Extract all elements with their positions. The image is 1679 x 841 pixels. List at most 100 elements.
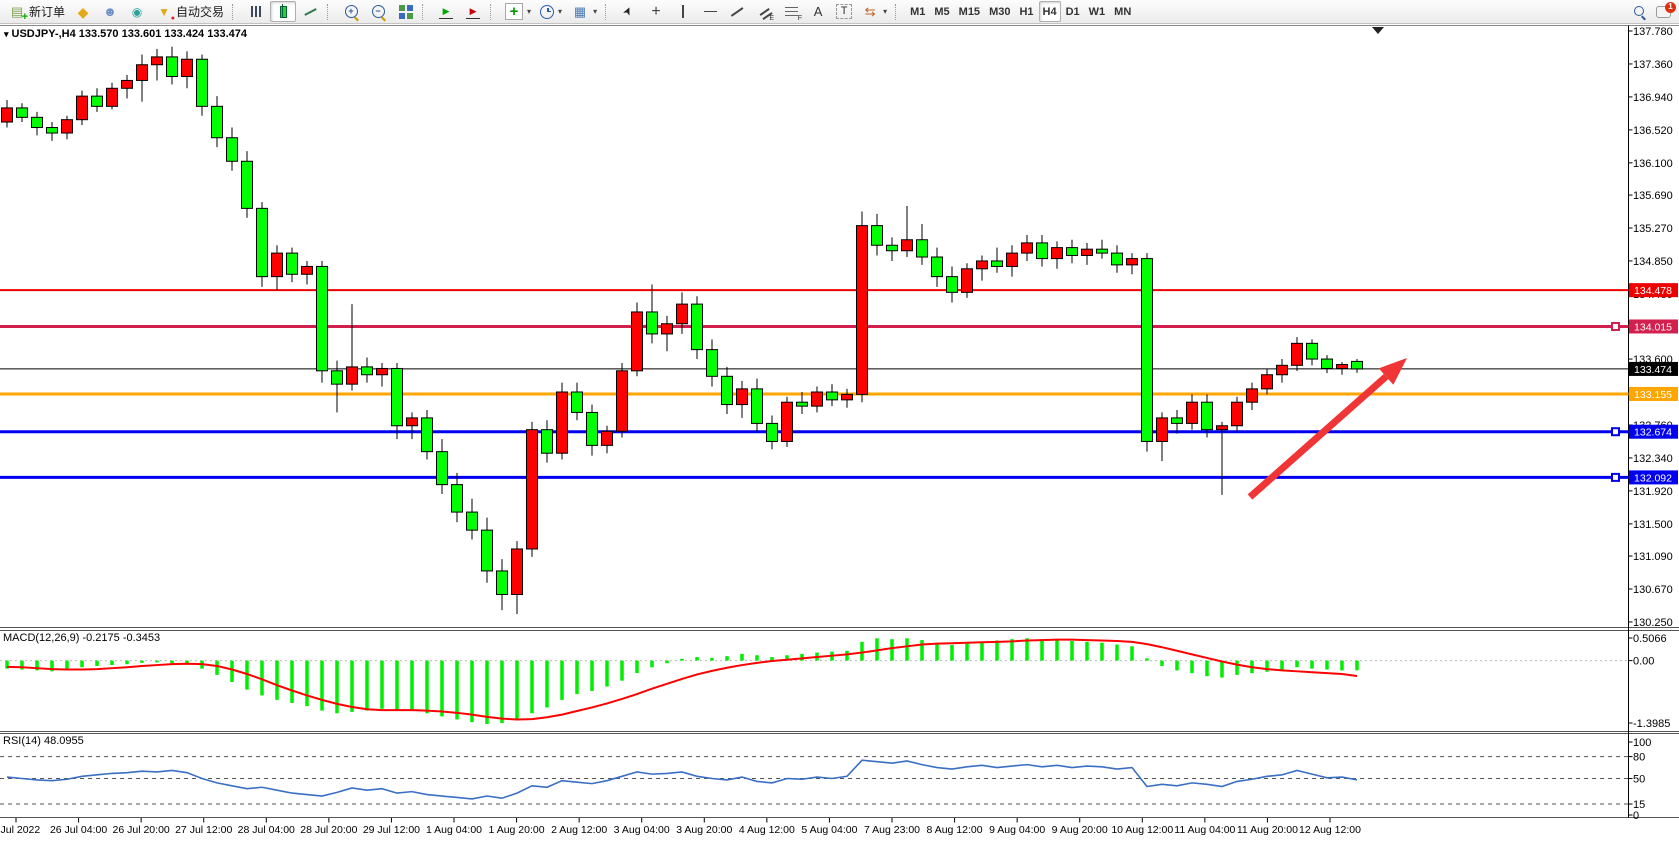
chart-shift-button[interactable] [460,1,486,22]
timeframe-w1[interactable]: W1 [1085,1,1110,22]
bar-chart-button[interactable] [243,1,269,22]
time-tick-label: 26 Jul 04:00 [50,824,107,836]
equidistant-channel-button[interactable] [751,1,777,22]
price-tick-label: 130.670 [1633,584,1673,596]
timeframe-m1[interactable]: M1 [906,1,929,22]
candle [1021,242,1033,254]
indicators-button[interactable]: ▾ [501,1,535,22]
candle [1171,417,1183,424]
symbol-dropdown-icon[interactable]: ▾ [4,29,9,39]
candlestick-chart-button[interactable] [270,1,297,22]
timeframe-h4[interactable]: H4 [1038,1,1061,22]
timeframe-h1-label: H1 [1019,5,1034,18]
trend-arrow-annotation[interactable] [1247,373,1389,500]
bar-chart-icon [247,3,265,20]
candle [751,388,763,424]
auto-scroll-button[interactable] [433,1,459,22]
text-label-button[interactable] [832,1,856,22]
candle [1066,247,1078,256]
price-label-box [1629,470,1678,485]
line-anchor-marker[interactable] [1611,472,1620,482]
text-button[interactable] [805,1,831,22]
horizontal-line-button[interactable] [697,1,723,22]
line-anchor-marker[interactable] [1611,427,1620,437]
toolbar-separator [327,3,333,20]
trendline-button[interactable] [724,1,750,22]
gold-symbol-icon[interactable] [70,1,96,22]
candle [856,225,868,395]
timeframe-d1[interactable]: D1 [1062,1,1084,22]
time-tick-label: 28 Jul 20:00 [300,824,357,836]
chart-shift-marker[interactable] [1372,27,1384,34]
line-anchor-marker[interactable] [1611,321,1620,331]
search-button[interactable] [1629,1,1651,22]
notifications-button[interactable]: 1 [1652,1,1676,22]
timeframe-m5[interactable]: M5 [930,1,953,22]
candle [301,265,313,275]
candlestick-chart-icon [274,3,292,20]
cursor-button[interactable] [616,1,642,22]
time-tick-label: 5 Aug 04:00 [801,824,857,836]
candle [496,570,508,595]
price-tick-label: 136.100 [1633,158,1673,170]
candle [976,260,988,270]
candle [391,367,403,427]
price-label-box [1629,424,1678,439]
candle [916,239,928,258]
candle [586,411,598,446]
candle [1,107,13,123]
time-tick-label: 7 Aug 23:00 [864,824,920,836]
candle [1051,247,1063,260]
price-label-132.092: 132.092 [1634,472,1672,484]
cursor-icon [620,3,638,20]
templates-icon [571,3,589,20]
candle [1096,248,1108,254]
candle [1306,342,1318,360]
line-chart-button[interactable] [297,1,323,22]
periods-icon [540,4,555,19]
new-order-button[interactable]: 新订单 [4,1,69,23]
timeframe-h1[interactable]: H1 [1015,1,1037,22]
timeframe-m1-label: M1 [910,5,926,18]
chevron-down-icon[interactable]: ▾ [883,7,888,16]
auto-trading-button-label: 自动交易 [176,5,225,19]
timeframe-m30[interactable]: M30 [985,1,1014,22]
timeframe-mn[interactable]: MN [1110,1,1135,22]
candle [841,393,853,401]
chevron-down-icon[interactable]: ▾ [593,7,598,16]
crosshair-button[interactable] [643,1,669,22]
vertical-line-button[interactable] [670,1,696,22]
macd-tick-label: 0.00 [1633,656,1654,668]
timeframe-m15[interactable]: M15 [955,1,984,22]
candle [931,256,943,278]
market-profile-icon[interactable] [97,1,123,22]
text-label-icon [836,4,853,19]
periods-button[interactable]: ▾ [536,1,566,22]
signals-icon[interactable] [124,1,150,22]
candle [811,391,823,407]
candle [1006,252,1018,267]
notifications-icon: 1 [1656,1,1676,18]
candle [226,137,238,162]
chevron-down-icon[interactable]: ▾ [558,7,563,16]
templates-button[interactable]: ▾ [567,1,601,22]
price-tick-label: 135.270 [1633,223,1673,235]
fibonacci-icon [782,3,802,22]
rsi-line [6,759,1358,800]
trend-arrow-head[interactable] [1378,358,1407,385]
candle [1231,401,1243,427]
zoom-in-button[interactable] [338,1,364,22]
chevron-down-icon[interactable]: ▾ [527,7,532,16]
fibonacci-button[interactable] [778,1,804,22]
price-tick-label: 131.090 [1633,551,1673,563]
zoom-out-button[interactable] [365,1,391,22]
shapes-button[interactable]: ▾ [857,1,891,22]
auto-trading-button[interactable]: 自动交易 [151,1,228,22]
candle [1246,388,1258,403]
candle [706,349,718,377]
timeframe-m15-label: M15 [958,5,981,18]
tile-windows-button[interactable] [392,1,418,22]
price-label-133.155: 133.155 [1634,389,1672,401]
candle [511,548,523,595]
